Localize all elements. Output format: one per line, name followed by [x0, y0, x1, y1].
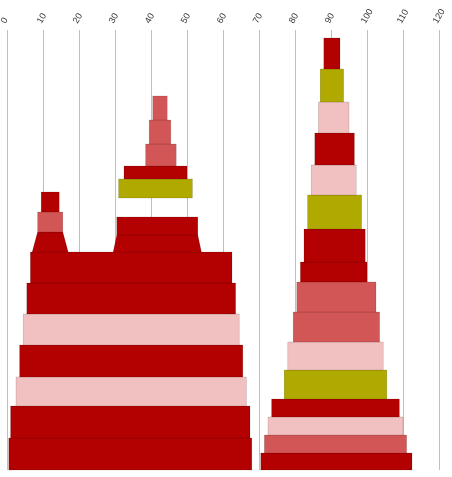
piece-1-band-16 [148, 119, 172, 145]
x-tick-label-20: 20 [71, 11, 85, 25]
piece-1-band-14 [123, 165, 188, 180]
piece-1-band-4 [19, 344, 244, 378]
piece-1-band-5 [22, 313, 240, 346]
piece-2-band-11 [307, 194, 362, 230]
x-tick-label-110: 110 [395, 8, 411, 25]
piece-1-band-12 [40, 191, 60, 213]
piece-2-band-12 [310, 164, 357, 196]
piece-1-band-6 [26, 282, 236, 315]
piece-1-band-13 [118, 178, 193, 199]
piece-2-band-9 [300, 261, 368, 283]
piece-1-band-10 [37, 211, 64, 233]
piece-1-band-7 [30, 251, 233, 284]
piece-1-band-9 [112, 234, 202, 253]
x-tick-label-0: 0 [0, 16, 10, 25]
x-tick-label-30: 30 [107, 11, 121, 25]
piece-1-band-11 [116, 216, 199, 236]
piece-1-band-17 [152, 95, 168, 121]
x-tick-label-50: 50 [179, 11, 193, 25]
piece-2-band-6 [287, 341, 384, 371]
piece-2-band-14 [318, 101, 350, 134]
piece-1-band-15 [145, 143, 177, 167]
piece-2-band-2 [264, 434, 407, 454]
piece-2-band-5 [283, 369, 388, 400]
x-tick-label-10: 10 [35, 11, 49, 25]
piece-2 [260, 37, 413, 471]
piece-2-band-3 [267, 416, 404, 436]
x-axis-tick-labels: 0 10 20 30 40 50 60 70 80 90 100 110 120 [0, 7, 447, 25]
piece-2-band-1 [260, 452, 413, 471]
piece-2-band-7 [292, 311, 380, 343]
x-tick-label-70: 70 [251, 11, 265, 25]
x-tick-label-120: 120 [431, 7, 447, 25]
piece-1 [8, 95, 253, 471]
x-tick-label-100: 100 [359, 7, 375, 25]
piece-1-band-1 [8, 437, 253, 471]
x-tick-label-90: 90 [323, 11, 337, 25]
piece-1-band-3 [15, 376, 247, 407]
piece-2-band-8 [296, 281, 377, 313]
x-tick-label-80: 80 [287, 11, 301, 25]
piece-2-band-16 [323, 37, 341, 70]
plot-area [8, 37, 413, 471]
x-tick-label-40: 40 [143, 11, 157, 25]
piece-2-band-10 [303, 228, 366, 263]
piece-2-band-13 [314, 132, 355, 166]
x-tick-label-60: 60 [215, 11, 229, 25]
piece-2-band-4 [271, 398, 400, 418]
piece-1-band-2 [10, 405, 251, 439]
piece-2-band-15 [319, 68, 344, 103]
piece-1-band-8 [31, 231, 69, 253]
